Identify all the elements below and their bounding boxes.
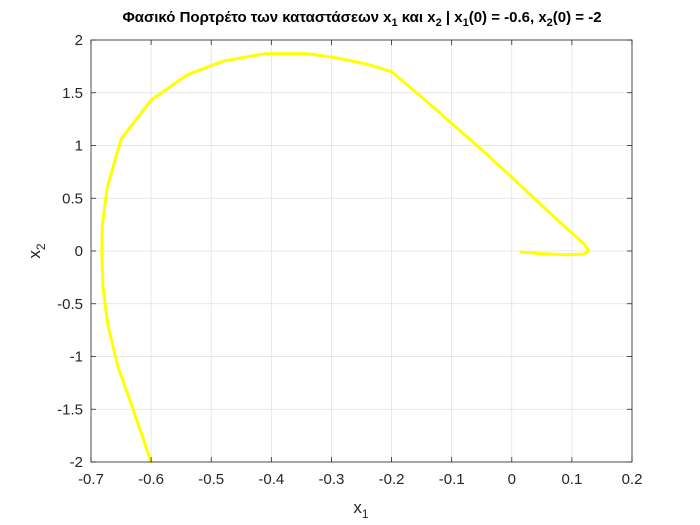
y-tick-label: 1 [75,138,83,155]
title-part-2: και x [398,9,437,26]
axis-ticks [90,39,633,463]
x-tick-label: 0.1 [561,471,582,488]
title-part-5: (0) = -2 [553,9,602,26]
title-sub-4: 2 [547,17,553,29]
title-part-3: | x [442,9,464,26]
title-sub-1: 1 [392,17,398,29]
x-axis-label-base: x [353,498,362,517]
x-tick-label: -0.4 [258,471,284,488]
x-tick-labels: -0.7 -0.6 -0.5 -0.4 -0.3 -0.2 -0.1 0 0.1 0.2 [78,471,642,488]
y-tick-label: -0.5 [57,296,83,313]
x-tick-label: -0.7 [78,471,104,488]
x-tick-label: -0.1 [439,471,465,488]
x-tick-label: -0.5 [198,471,224,488]
y-tick-label: 1.5 [62,85,83,102]
x-tick-label: -0.3 [319,471,345,488]
y-axis-label-sub: 2 [34,243,48,250]
x-axis-label: x1 [353,498,369,521]
x-tick-label: -0.6 [138,471,164,488]
title-sub-3: 1 [463,17,469,29]
y-tick-label: 0 [75,243,83,260]
plot-area [100,52,591,464]
title-part-1: Φασικό Πορτρέτο των καταστάσεων x [122,9,392,26]
y-tick-labels: -2 -1.5 -1 -0.5 0 0.5 1 1.5 2 [57,32,83,471]
y-tick-label: 2 [75,32,83,49]
y-tick-label: -1.5 [57,401,83,418]
y-axis-label-base: x [25,250,44,259]
y-tick-label: -2 [70,454,83,471]
y-tick-label: -1 [70,349,83,366]
x-axis-label-sub: 1 [362,507,369,521]
chart-title: Φασικό Πορτρέτο των καταστάσεων x1 και x… [122,9,601,29]
x-tick-label: -0.2 [379,471,405,488]
trajectory-line [100,52,591,464]
title-sub-2: 2 [436,17,442,29]
y-axis-label: x2 [25,243,48,259]
x-tick-label: 0 [508,471,516,488]
title-part-4: (0) = -0.6, x [469,9,548,26]
x-tick-label: 0.2 [622,471,643,488]
y-tick-label: 0.5 [62,190,83,207]
